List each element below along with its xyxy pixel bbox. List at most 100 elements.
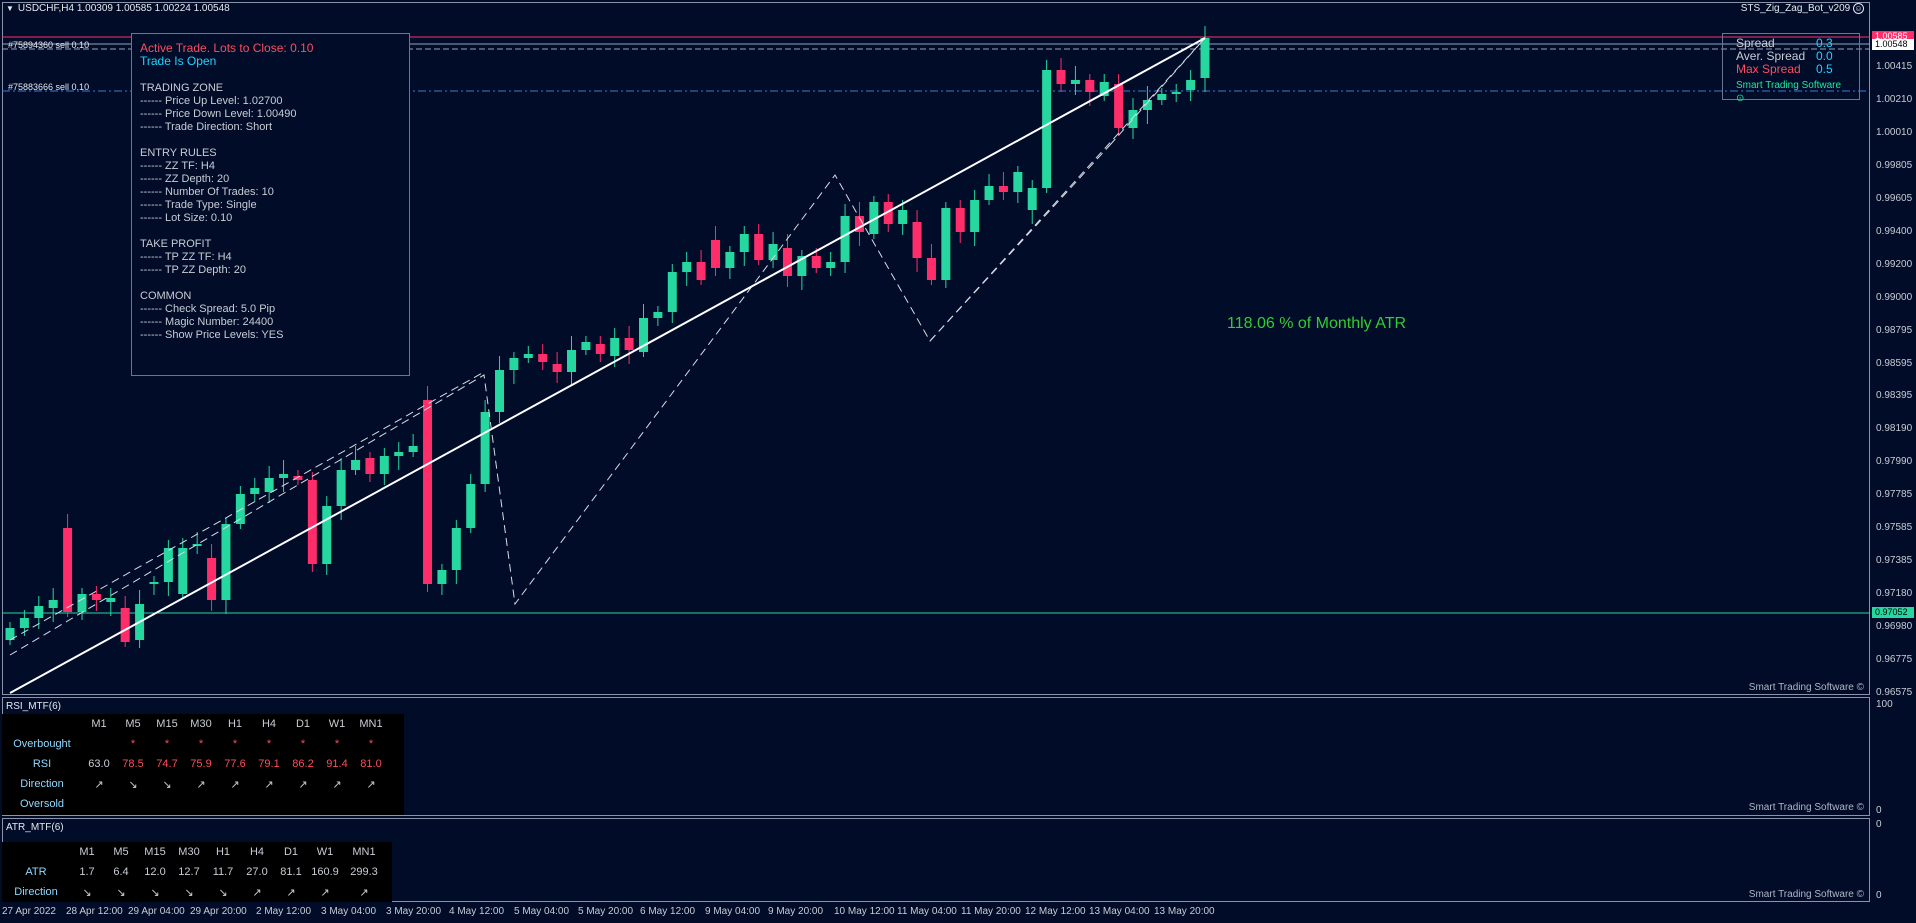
spread-label: Spread [1736,36,1775,50]
price-axis-label: 0.96775 [1876,654,1913,666]
bear-candle [854,216,864,232]
time-axis-label: 2 May 12:00 [256,906,312,917]
price-axis[interactable]: 1.00415 1.00210 1.00010 0.99805 0.99605 0.994… [1872,0,1916,903]
atr-title: ATR_MTF(6) [6,822,64,833]
time-axis-label: 13 May 04:00 [1089,906,1150,917]
bull-candle [178,548,188,594]
time-axis-label: 9 May 20:00 [768,906,824,917]
bear-candle [710,240,720,268]
atr-tf-header: MN1 [352,846,376,858]
time-axis[interactable]: 27 Apr 2022 28 Apr 12:00 29 Apr 04:00 29 Ap… [0,903,1916,923]
rsi-row-label: Oversold [19,798,65,810]
rsi-direction-cell: ↗ [94,778,104,791]
rsi-direction-cell: ↗ [264,778,274,791]
rsi-oversold-cell [82,794,116,814]
atr-value-cell: 81.1 [280,866,302,878]
current-price-badge: 1.00548 [1872,39,1914,50]
expert-advisor-name[interactable]: STS_Zig_Zag_Bot_v209 ☺ [1741,3,1864,14]
bear-candle [624,338,634,350]
trade-info-panel: Active Trade. Lots to Close: 0.10 Trade … [131,33,410,376]
atr-tf-header: M15 [144,846,166,858]
rsi-value-cell: 78.5 [122,758,144,770]
rsi-direction-cell: ↘ [162,778,172,791]
atr-value-cell: 12.7 [178,866,200,878]
bear-candle [91,594,101,600]
time-axis-label: 11 May 04:00 [897,906,957,917]
rsi-tf-header: D1 [295,718,311,730]
section-row: ------ Check Spread: 5.0 Pip [140,303,276,315]
price-axis-label: 0.99200 [1876,258,1913,270]
atr-row-label [2,842,70,862]
price-axis-label: 0.97785 [1876,489,1913,501]
bull-candle [5,628,15,640]
atr-grid: M1 M5 M15 M30 H1 H4 D1 W1 MN1 ATR 1.7 6.4 12.0 12.7 11… [2,842,386,902]
trend-line [9,37,1206,694]
zigzag-channel-line [929,144,1111,342]
rsi-table-row: Oversold [2,794,388,814]
price-axis-label: 0.97180 [1876,588,1913,600]
price-axis-label: 0.98795 [1876,324,1913,336]
rsi-direction-cell: ↗ [332,778,342,791]
bull-candle [581,342,591,350]
bear-candle [365,458,375,474]
bull-candle [523,354,533,358]
price-axis-label: 0.98190 [1876,423,1913,435]
bull-candle [1070,80,1080,84]
atr-value-cell: 12.0 [144,866,166,878]
rsi-tf-header: M15 [156,718,178,730]
zigzag-channel-line [1109,37,1206,146]
rsi-row-label [2,714,82,734]
bull-candle [567,350,577,372]
bull-candle [235,494,245,524]
brand-footer-atr: Smart Trading Software © [1748,889,1864,900]
bull-candle [379,456,389,474]
brand-footer-rsi: Smart Trading Software © [1748,802,1864,813]
bull-candle [1157,94,1167,100]
bull-candle [653,312,663,318]
order-label-2[interactable]: #75883666 sell 0.10 [8,82,90,92]
time-axis-label: 29 Apr 20:00 [190,906,247,917]
rsi-overbought-cell: * [232,738,238,750]
price-axis-label: 0.99805 [1876,159,1913,171]
bear-candle [538,354,548,362]
rsi-value-cell: 63.0 [88,758,110,770]
symbol-title[interactable]: ▼ USDCHF,H4 1.00309 1.00585 1.00224 1.005… [6,3,230,14]
bear-candle [926,258,936,280]
collapse-triangle-icon[interactable]: ▼ [6,4,14,13]
atr-value-cell: 11.7 [212,866,234,878]
rsi-tf-header: M1 [91,718,107,730]
atr-direction-cell: ↘ [218,886,228,899]
bull-candle [509,358,519,370]
bull-candle [437,570,447,584]
bear-candle [1056,70,1066,84]
rsi-grid: M1 M5 M15 M30 H1 H4 D1 W1 MN1 Overbought * * * * * * * * R… [2,714,388,814]
bull-candle [336,470,346,506]
section-row: ------ Trade Type: Single [140,199,257,211]
atr-direction-cell: ↘ [116,886,126,899]
rsi-table-row: Overbought * * * * * * * * [2,734,388,754]
atr-direction-cell: ↘ [184,886,194,899]
bull-candle [1128,110,1138,128]
section-take-profit: TAKE PROFIT ------ TP ZZ TF: H4 ------ T… [140,238,401,277]
bull-candle [739,234,749,252]
rsi-axis-top: 100 [1876,699,1893,710]
bull-candle [106,598,116,602]
section-row: ------ Number Of Trades: 10 [140,186,274,198]
price-axis-label: 0.97385 [1876,555,1913,567]
order-label-1[interactable]: #75894360 sell 0.10 [8,40,90,50]
symbol-quote: USDCHF,H4 1.00309 1.00585 1.00224 1.0054… [17,3,230,14]
section-row: ------ ZZ Depth: 20 [140,173,230,185]
rsi-overbought-cell: * [130,738,136,750]
bull-candle [1186,80,1196,90]
bull-candle [984,186,994,200]
section-row: ------ Show Price Levels: YES [140,329,284,341]
bear-candle [595,344,605,354]
price-axis-label: 1.00010 [1876,126,1913,138]
atr-value-cell: 299.3 [350,866,378,878]
atr-tf-header: H4 [249,846,265,858]
bull-candle [394,452,404,456]
rsi-direction-cell: ↗ [366,778,376,791]
bull-candle [1200,38,1210,78]
rsi-value-cell: 79.1 [258,758,280,770]
time-axis-label: 3 May 04:00 [321,906,377,917]
